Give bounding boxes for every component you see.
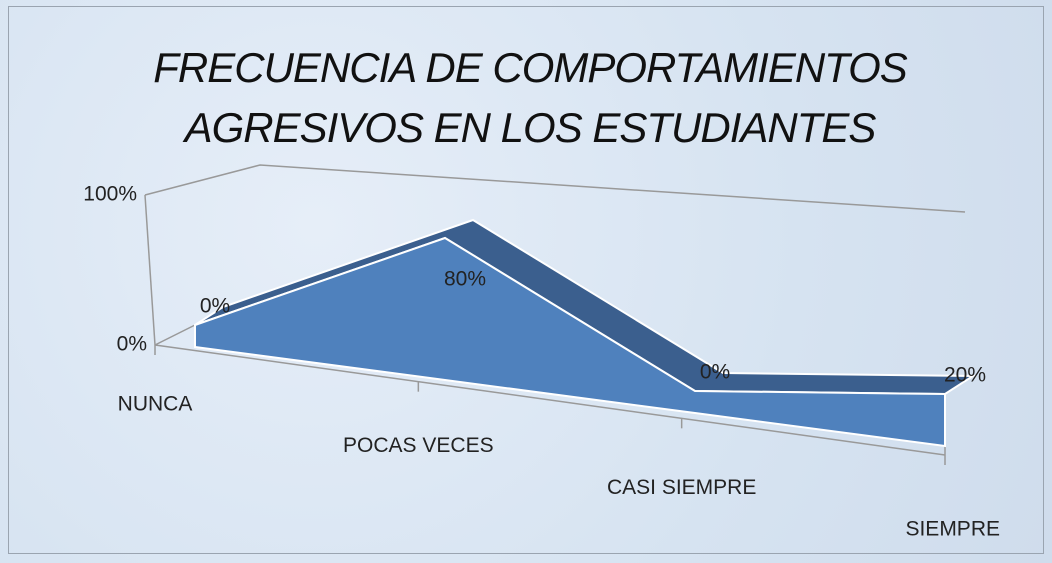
axis-line <box>144 194 156 346</box>
x-tick-label: NUNCA <box>118 393 193 416</box>
chart-title: FRECUENCIA DE COMPORTAMIENTOS AGRESIVOS … <box>153 44 908 151</box>
grid-line <box>144 164 966 213</box>
chart-border <box>8 6 1044 554</box>
value-label: 0% <box>700 361 730 384</box>
y-tick-label: 0% <box>117 333 147 356</box>
x-tick-label: SIEMPRE <box>905 518 1000 541</box>
x-tick-label: CASI SIEMPRE <box>607 476 756 499</box>
value-label: 0% <box>200 295 230 318</box>
value-label: 80% <box>444 268 486 291</box>
value-label: 20% <box>944 364 986 387</box>
x-tick-label: POCAS VECES <box>343 434 494 457</box>
y-tick-label: 100% <box>83 183 137 206</box>
area <box>194 236 946 448</box>
grid-line <box>154 324 196 346</box>
axis-line <box>154 344 946 456</box>
